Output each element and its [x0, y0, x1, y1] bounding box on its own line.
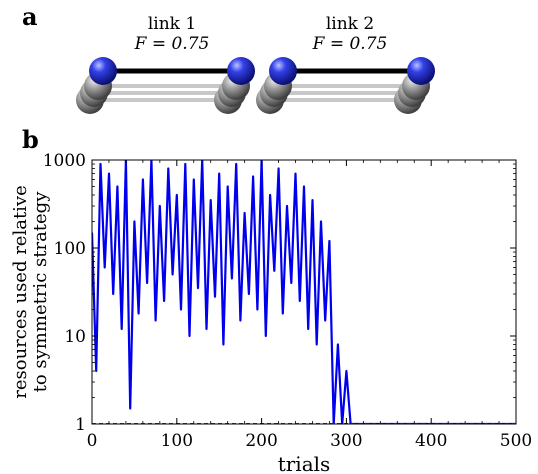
- link-2-fidelity: F = 0.75: [312, 34, 388, 54]
- plot-frame: [91, 159, 517, 425]
- link-diagram: [76, 57, 435, 114]
- y-tick-label: 100: [54, 239, 86, 259]
- link-1-name: link 1: [147, 14, 197, 34]
- x-axis-label: trials: [278, 452, 331, 474]
- y-tick-label: 10: [64, 327, 86, 347]
- link-1-label: link 1 F = 0.75: [112, 14, 232, 54]
- x-tick-label: 400: [415, 431, 447, 451]
- y-axis-label-line-2: to symmetric strategy: [30, 191, 51, 393]
- link-2-left-node: [269, 57, 297, 85]
- link-2-label: link 2 F = 0.75: [290, 14, 410, 54]
- resources-chart: 0 100 200 300 400 500 1 10 100 1000 trials resour…: [10, 151, 532, 474]
- y-tick-label: 1000: [43, 151, 86, 171]
- link-1-fidelity: F = 0.75: [134, 34, 210, 54]
- panel-b-letter: b: [22, 125, 39, 154]
- x-tick-label: 0: [87, 431, 98, 451]
- link-2-graphic: [256, 57, 435, 114]
- plot-layer: [92, 160, 516, 424]
- x-tick-label: 500: [500, 431, 532, 451]
- x-tick-label: 100: [161, 431, 193, 451]
- y-axis-label-line-1: resources used relative: [10, 185, 31, 399]
- link-1-graphic: [76, 57, 255, 114]
- link-2-name: link 2: [325, 14, 375, 34]
- ticks-layer: 0 100 200 300 400 500 1 10 100 1000: [43, 151, 532, 451]
- x-tick-label: 300: [330, 431, 362, 451]
- x-tick-label: 200: [245, 431, 277, 451]
- series-line: [92, 160, 516, 424]
- y-tick-label: 1: [75, 415, 86, 435]
- link-2-right-node: [407, 57, 435, 85]
- panel-a-letter: a: [22, 2, 38, 31]
- link-1-right-node: [227, 57, 255, 85]
- link-1-left-node: [89, 57, 117, 85]
